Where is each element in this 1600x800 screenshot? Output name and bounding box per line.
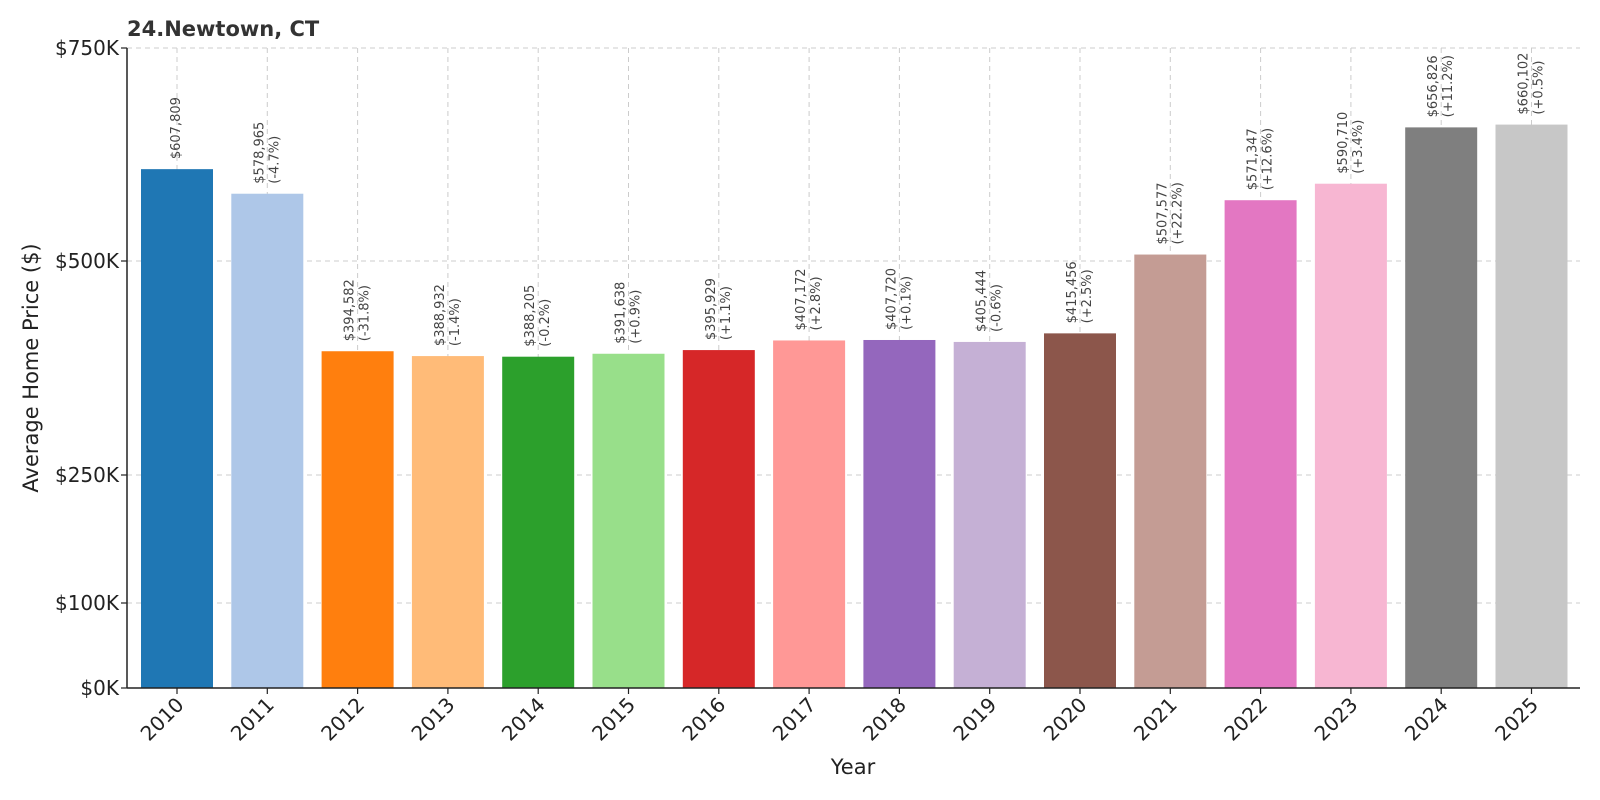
bar-change-label: (-4.7%)	[267, 136, 282, 184]
x-tick-label: 2025	[1490, 693, 1543, 746]
y-axis-ticks: $0K $100K $250K $500K $750K	[55, 36, 127, 700]
bar-label-group: $607,809	[169, 97, 184, 159]
bar-value-label: $394,582	[343, 279, 358, 341]
bar-value-label: $407,720	[884, 268, 899, 330]
bar-change-label: (+1.1%)	[719, 286, 734, 340]
bar-value-label: $571,347	[1246, 128, 1261, 190]
bar-2014	[502, 356, 575, 688]
bar-change-label: (-31.8%)	[358, 285, 373, 341]
bar-label-group: $394,582 (-31.8%)	[343, 279, 373, 341]
x-tick-label: 2020	[1039, 693, 1092, 746]
bar-label-group: $405,444 (-0.6%)	[975, 270, 1005, 332]
bar-2015	[592, 353, 665, 688]
x-tick-label: 2021	[1129, 693, 1182, 746]
bar-change-label: (+0.5%)	[1532, 61, 1547, 115]
bar-label-group: $590,710 (+3.4%)	[1336, 112, 1366, 174]
bar-label-group: $395,929 (+1.1%)	[704, 278, 734, 340]
bar-2023	[1314, 183, 1387, 688]
y-axis-label: Average Home Price ($)	[19, 243, 43, 492]
x-tick-label: 2024	[1400, 693, 1453, 746]
bar-2012	[321, 351, 394, 688]
bar-change-label: (+12.6%)	[1261, 128, 1276, 190]
y-tick-label: $750K	[55, 36, 120, 60]
bar-change-label: (+11.2%)	[1441, 55, 1456, 117]
bar-2010	[141, 169, 213, 688]
x-axis-ticks: 2010 2011 2012 2013 2014 2015 2016 2017 2018 2019…	[136, 688, 1543, 746]
bar-change-label: (+3.4%)	[1351, 120, 1366, 174]
bar-2025	[1495, 124, 1568, 689]
chart-title: 24.Newtown, CT	[127, 17, 320, 41]
bar-labels: $607,809 $578,965 (-4.7%)$394,582 (-31.8%) $…	[169, 53, 1547, 347]
axes	[126, 48, 1580, 689]
x-tick-label: 2010	[136, 693, 189, 746]
bar-label-group: $507,577 (+22.2%)	[1155, 182, 1185, 244]
bar-value-label: $415,456	[1065, 261, 1080, 323]
bar-2022	[1224, 200, 1297, 689]
bar-label-group: $407,720 (+0.1%)	[884, 268, 914, 330]
x-axis-label: Year	[830, 755, 876, 779]
bar-value-label: $388,205	[523, 285, 538, 347]
x-tick-label: 2013	[406, 693, 459, 746]
bar-value-label: $391,638	[614, 282, 629, 344]
bar-value-label: $660,102	[1517, 53, 1532, 115]
x-tick-label: 2011	[226, 693, 279, 746]
x-tick-label: 2017	[768, 693, 821, 746]
bar-value-label: $607,809	[169, 97, 184, 159]
bar-label-group: $407,172 (+2.8%)	[794, 268, 824, 330]
bar-2016	[682, 350, 755, 688]
bar-value-label: $388,932	[433, 284, 448, 346]
x-tick-label: 2016	[677, 693, 730, 746]
bar-label-group: $388,205 (-0.2%)	[523, 285, 553, 347]
bar-2024	[1405, 127, 1478, 688]
bar-2011	[231, 193, 304, 689]
bar-change-label: (+0.9%)	[629, 290, 644, 344]
bar-2018	[863, 339, 936, 688]
x-tick-label: 2023	[1309, 693, 1362, 746]
bar-2017	[773, 340, 846, 688]
y-tick-label: $500K	[55, 249, 120, 273]
bar-change-label: (+2.5%)	[1080, 269, 1095, 323]
x-tick-label: 2012	[316, 693, 369, 746]
y-tick-label: $100K	[55, 591, 120, 615]
bar-2021	[1134, 254, 1207, 688]
bar-label-group: $571,347 (+12.6%)	[1246, 128, 1276, 190]
bar-2019	[953, 341, 1026, 688]
bar-value-label: $507,577	[1155, 183, 1170, 245]
bar-label-group: $388,932 (-1.4%)	[433, 284, 463, 346]
x-tick-label: 2015	[587, 693, 640, 746]
bar-value-label: $405,444	[975, 270, 990, 332]
bar-value-label: $407,172	[794, 268, 809, 330]
bars	[141, 124, 1568, 689]
bar-value-label: $590,710	[1336, 112, 1351, 174]
y-tick-label: $250K	[55, 463, 120, 487]
bar-change-label: (-1.4%)	[448, 298, 463, 346]
bar-change-label: (-0.6%)	[990, 284, 1005, 332]
bar-label-group: $391,638 (+0.9%)	[614, 282, 644, 344]
bar-value-label: $395,929	[704, 278, 719, 340]
bar-2013	[411, 356, 484, 688]
bar-label-group: $578,965 (-4.7%)	[252, 122, 282, 184]
bar-value-label: $578,965	[252, 122, 267, 184]
bar-change-label: (+22.2%)	[1170, 182, 1185, 244]
bar-label-group: $415,456 (+2.5%)	[1065, 261, 1095, 323]
bar-change-label: (+0.1%)	[899, 276, 914, 330]
y-tick-label: $0K	[80, 676, 119, 700]
x-tick-label: 2014	[497, 693, 550, 746]
x-tick-label: 2018	[858, 693, 911, 746]
bar-change-label: (-0.2%)	[538, 299, 553, 347]
bar-change-label: (+2.8%)	[809, 276, 824, 330]
bar-value-label: $656,826	[1426, 55, 1441, 117]
bar-label-group: $656,826 (+11.2%)	[1426, 55, 1456, 117]
x-tick-label: 2022	[1219, 693, 1272, 746]
bar-label-group: $660,102 (+0.5%)	[1517, 53, 1547, 115]
x-tick-label: 2019	[948, 693, 1001, 746]
bar-2020	[1044, 333, 1116, 688]
